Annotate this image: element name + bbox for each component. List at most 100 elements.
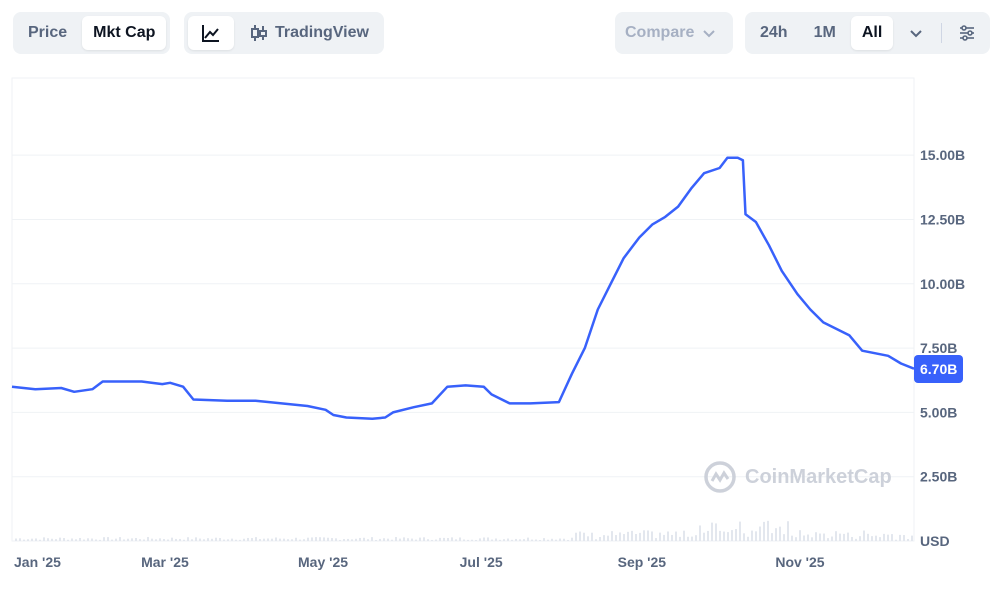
volume-bar	[819, 533, 821, 541]
volume-bar	[883, 533, 885, 541]
volume-bar	[343, 539, 345, 541]
volume-bar	[479, 538, 481, 541]
volume-bar	[747, 536, 749, 541]
volume-bar	[319, 537, 321, 541]
volume-bar	[359, 537, 361, 541]
volume-bar	[287, 539, 289, 541]
range-24h[interactable]: 24h	[760, 24, 788, 41]
tradingview-button[interactable]: TradingView	[238, 16, 380, 50]
volume-bar	[679, 536, 681, 541]
grid-lines	[12, 154, 914, 478]
volume-bar	[111, 539, 113, 541]
volume-bar	[555, 539, 557, 541]
volume-bar	[143, 539, 145, 541]
volume-bar	[375, 539, 377, 541]
volume-bar	[511, 539, 513, 541]
volume-bar	[887, 534, 889, 541]
volume-bar	[15, 538, 17, 541]
volume-bar	[87, 538, 89, 541]
volume-bar	[655, 538, 657, 541]
volume-bar	[543, 538, 545, 541]
volume-bar	[163, 539, 165, 541]
more-ranges-button[interactable]	[897, 16, 935, 50]
volume-bar	[83, 539, 85, 541]
volume-bar	[95, 539, 97, 541]
volume-bar	[199, 538, 201, 541]
volume-bar	[675, 531, 677, 541]
volume-bar	[635, 534, 637, 541]
tab-price[interactable]: Price	[28, 24, 68, 41]
compare-dropdown[interactable]: Compare	[615, 12, 733, 54]
volume-bar	[539, 539, 541, 541]
volume-bar	[911, 535, 913, 541]
volume-bar	[523, 539, 525, 541]
x-tick-label: Nov '25	[775, 554, 824, 570]
volume-bar	[219, 538, 221, 541]
volume-bar	[255, 537, 257, 541]
volume-bar	[291, 539, 293, 541]
volume-bar	[303, 539, 305, 541]
volume-bar	[99, 539, 101, 541]
volume-bar	[39, 539, 41, 541]
volume-bar	[363, 537, 365, 541]
volume-bar	[43, 537, 45, 541]
volume-bar	[135, 537, 137, 541]
volume-bar	[243, 538, 245, 541]
volume-bar	[415, 539, 417, 541]
volume-bar	[299, 539, 301, 541]
volume-bar	[67, 539, 69, 541]
line-chart-icon	[202, 25, 219, 42]
volume-bar	[907, 538, 909, 541]
volume-bar	[179, 538, 181, 541]
volume-bar	[31, 538, 33, 541]
volume-bar	[563, 538, 565, 541]
volume-bar	[459, 537, 461, 541]
candlestick-icon	[251, 25, 267, 41]
volume-bar	[639, 532, 641, 541]
volume-bar	[355, 538, 357, 541]
volume-bar	[739, 521, 741, 541]
chevron-down-icon	[703, 30, 716, 38]
volume-bar	[283, 538, 285, 541]
y-tick-label: USD	[920, 533, 950, 549]
volume-bar	[615, 535, 617, 541]
volume-bar	[331, 538, 333, 541]
x-tick-label: Mar '25	[141, 554, 189, 570]
volume-bar	[431, 539, 433, 541]
compare-button[interactable]: Compare	[619, 16, 722, 50]
market-cap-chart[interactable]: USD 2.50B 5.00B 7.50B 10.00B 12.50B 15.00B Jan…	[0, 70, 1008, 605]
volume-bar	[871, 536, 873, 541]
volume-bar	[455, 539, 457, 541]
volume-bar	[435, 539, 437, 541]
range-all[interactable]: All	[850, 16, 894, 50]
volume-bar	[627, 531, 629, 541]
volume-bar	[519, 539, 521, 541]
volume-bar	[191, 539, 193, 541]
volume-bar	[703, 532, 705, 541]
volume-bar	[307, 537, 309, 541]
volume-bar	[755, 531, 757, 541]
tab-mkt-cap[interactable]: Mkt Cap	[82, 16, 167, 50]
x-tick-label: Jan '25	[14, 554, 61, 570]
volume-bar	[271, 538, 273, 541]
range-1m[interactable]: 1M	[813, 24, 836, 41]
sliders-icon	[960, 25, 975, 41]
chevron-down-icon	[910, 30, 922, 38]
volume-bar	[55, 539, 57, 541]
chart-settings-button[interactable]	[948, 16, 986, 50]
volume-bar	[147, 537, 149, 541]
volume-bar	[651, 531, 653, 541]
volume-bar	[327, 537, 329, 541]
volume-bar	[683, 530, 685, 541]
volume-bar	[587, 536, 589, 541]
volume-bar	[795, 537, 797, 541]
volume-bar	[171, 537, 173, 541]
line-chart-button[interactable]	[188, 16, 234, 50]
volume-bar	[183, 539, 185, 541]
volume-bar	[211, 538, 213, 541]
volume-bar	[803, 535, 805, 541]
volume-bar	[447, 538, 449, 541]
volume-bar	[483, 537, 485, 541]
volume-bar	[723, 531, 725, 541]
volume-bar	[715, 523, 717, 541]
